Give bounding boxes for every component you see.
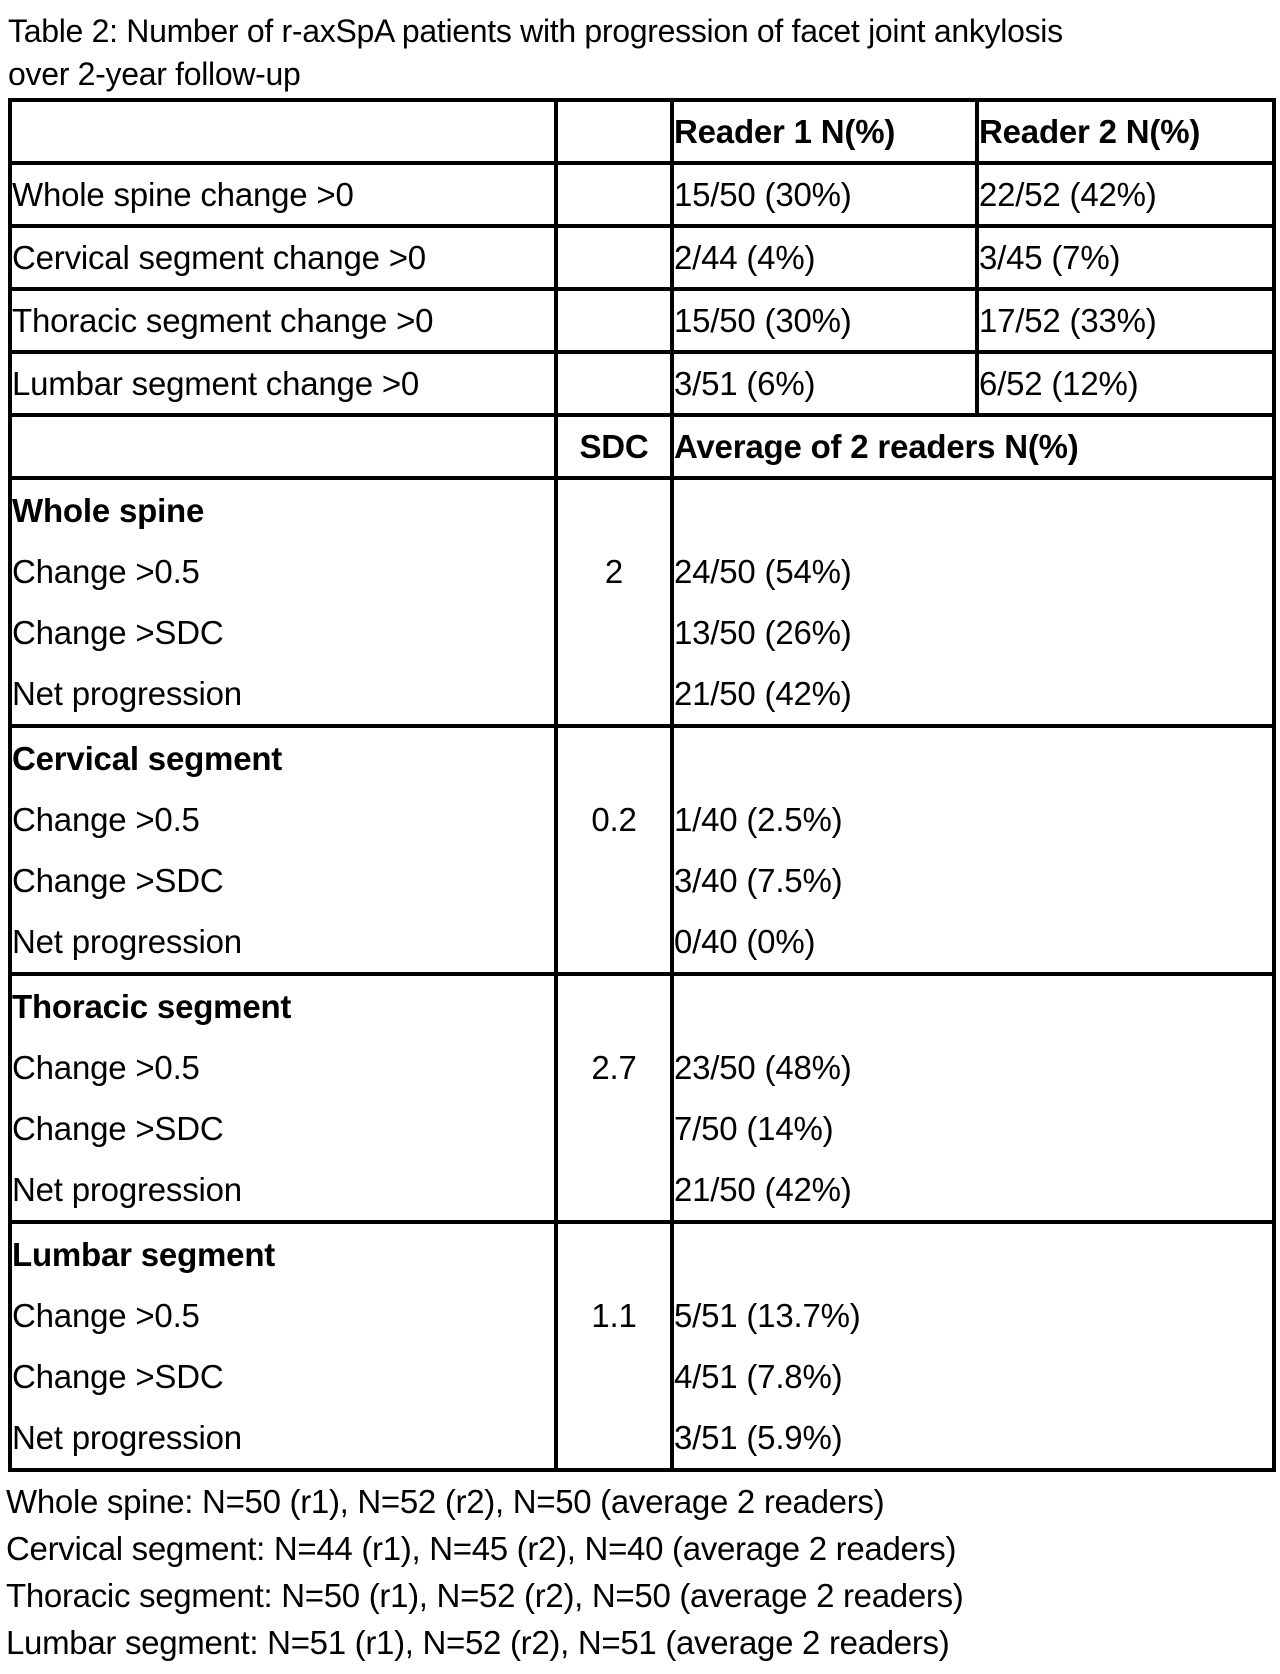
section-whole-spine: Whole spine Change >0.5 Change >SDC Net … <box>8 476 1276 728</box>
section-sdc-cell: 2 <box>554 476 674 728</box>
results-table: Reader 1 N(%) Reader 2 N(%) Whole spine … <box>8 98 1276 1472</box>
row-label: Net progression <box>12 674 242 712</box>
table-row: Whole spine change >0 15/50 (30%) 22/52 … <box>8 161 1276 228</box>
spacer <box>560 978 668 1037</box>
empty-sdc-cell <box>554 224 674 291</box>
row-label: Change >SDC <box>12 613 224 651</box>
section-labels: Lumbar segment Change >0.5 Change >SDC N… <box>8 1220 558 1472</box>
average-value: 7/50 (14%) <box>674 1109 834 1147</box>
section-values: 1/40 (2.5%) 3/40 (7.5%) 0/40 (0%) <box>670 724 1276 976</box>
empty-label-cell <box>8 413 558 480</box>
average-header: Average of 2 readers N(%) <box>670 413 1276 480</box>
section-values: 24/50 (54%) 13/50 (26%) 21/50 (42%) <box>670 476 1276 728</box>
spacer <box>676 730 1270 789</box>
reader2-value: 6/52 (12%) <box>975 350 1276 417</box>
table-row: Thoracic segment change >0 15/50 (30%) 1… <box>8 287 1276 354</box>
footnote: Whole spine: N=50 (r1), N=52 (r2), N=50 … <box>6 1483 885 1520</box>
reader2-value: 22/52 (42%) <box>975 161 1276 228</box>
reader1-value: 2/44 (4%) <box>670 224 979 291</box>
section-name: Thoracic segment <box>12 987 292 1025</box>
reader1-value: 15/50 (30%) <box>670 287 979 354</box>
reader1-value: 3/51 (6%) <box>670 350 979 417</box>
average-value: 1/40 (2.5%) <box>674 800 843 838</box>
empty-corner-cell <box>8 98 558 165</box>
row-label: Net progression <box>12 1170 242 1208</box>
sdc-value: 2.7 <box>591 1048 637 1086</box>
empty-sdc-cell <box>554 161 674 228</box>
row-label: Change >0.5 <box>12 1048 200 1086</box>
average-value: 5/51 (13.7%) <box>674 1296 861 1334</box>
table-caption-line2: over 2-year follow-up <box>8 56 301 92</box>
row-label: Thoracic segment change >0 <box>8 287 558 354</box>
reader2-value: 17/52 (33%) <box>975 287 1276 354</box>
sdc-value: 0.2 <box>591 800 637 838</box>
footnote: Lumbar segment: N=51 (r1), N=52 (r2), N=… <box>6 1624 950 1661</box>
table-caption-line1: Table 2: Number of r-axSpA patients with… <box>8 13 1063 49</box>
section-values: 5/51 (13.7%) 4/51 (7.8%) 3/51 (5.9%) <box>670 1220 1276 1472</box>
row-label: Cervical segment change >0 <box>8 224 558 291</box>
empty-sdc-cell <box>554 287 674 354</box>
average-value: 0/40 (0%) <box>674 922 816 960</box>
spacer <box>560 1226 668 1285</box>
average-value: 21/50 (42%) <box>674 674 852 712</box>
average-value: 3/40 (7.5%) <box>674 861 843 899</box>
section-sdc-cell: 2.7 <box>554 972 674 1224</box>
table-row: Cervical segment change >0 2/44 (4%) 3/4… <box>8 224 1276 291</box>
table-caption: Table 2: Number of r-axSpA patients with… <box>0 0 1280 96</box>
spacer <box>560 482 668 541</box>
row-label: Net progression <box>12 1418 242 1456</box>
section-sdc-cell: 0.2 <box>554 724 674 976</box>
section-labels: Thoracic segment Change >0.5 Change >SDC… <box>8 972 558 1224</box>
average-value: 24/50 (54%) <box>674 552 852 590</box>
row-label: Change >SDC <box>12 1109 224 1147</box>
average-value: 23/50 (48%) <box>674 1048 852 1086</box>
average-value: 3/51 (5.9%) <box>674 1418 843 1456</box>
sdc-header: SDC <box>554 413 674 480</box>
row-label: Change >0.5 <box>12 552 200 590</box>
section-name: Cervical segment <box>12 739 283 777</box>
reader-header-row: Reader 1 N(%) Reader 2 N(%) <box>8 98 1276 165</box>
section-values: 23/50 (48%) 7/50 (14%) 21/50 (42%) <box>670 972 1276 1224</box>
spacer <box>560 730 668 789</box>
table-row: Lumbar segment change >0 3/51 (6%) 6/52 … <box>8 350 1276 417</box>
empty-sdc-cell <box>554 350 674 417</box>
section-name: Whole spine <box>12 491 205 529</box>
row-label: Lumbar segment change >0 <box>8 350 558 417</box>
row-label: Whole spine change >0 <box>8 161 558 228</box>
sdc-header-row: SDC Average of 2 readers N(%) <box>8 413 1276 480</box>
average-value: 21/50 (42%) <box>674 1170 852 1208</box>
section-labels: Whole spine Change >0.5 Change >SDC Net … <box>8 476 558 728</box>
empty-sdc-cell <box>554 98 674 165</box>
table-footnotes: Whole spine: N=50 (r1), N=52 (r2), N=50 … <box>0 1472 1280 1666</box>
section-lumbar: Lumbar segment Change >0.5 Change >SDC N… <box>8 1220 1276 1472</box>
reader1-value: 15/50 (30%) <box>670 161 979 228</box>
reader2-value: 3/45 (7%) <box>975 224 1276 291</box>
section-sdc-cell: 1.1 <box>554 1220 674 1472</box>
sdc-value: 2 <box>604 552 624 590</box>
row-label: Change >0.5 <box>12 800 200 838</box>
row-label: Net progression <box>12 922 242 960</box>
row-label: Change >0.5 <box>12 1296 200 1334</box>
section-cervical: Cervical segment Change >0.5 Change >SDC… <box>8 724 1276 976</box>
spacer <box>676 978 1270 1037</box>
section-name: Lumbar segment <box>12 1235 276 1273</box>
spacer <box>676 482 1270 541</box>
average-value: 4/51 (7.8%) <box>674 1357 843 1395</box>
reader1-header: Reader 1 N(%) <box>670 98 979 165</box>
sdc-value: 1.1 <box>591 1296 637 1334</box>
average-value: 13/50 (26%) <box>674 613 852 651</box>
footnote: Cervical segment: N=44 (r1), N=45 (r2), … <box>6 1530 957 1567</box>
row-label: Change >SDC <box>12 861 224 899</box>
reader2-header: Reader 2 N(%) <box>975 98 1276 165</box>
footnote: Thoracic segment: N=50 (r1), N=52 (r2), … <box>6 1577 964 1614</box>
section-labels: Cervical segment Change >0.5 Change >SDC… <box>8 724 558 976</box>
spacer <box>676 1226 1270 1285</box>
section-thoracic: Thoracic segment Change >0.5 Change >SDC… <box>8 972 1276 1224</box>
row-label: Change >SDC <box>12 1357 224 1395</box>
